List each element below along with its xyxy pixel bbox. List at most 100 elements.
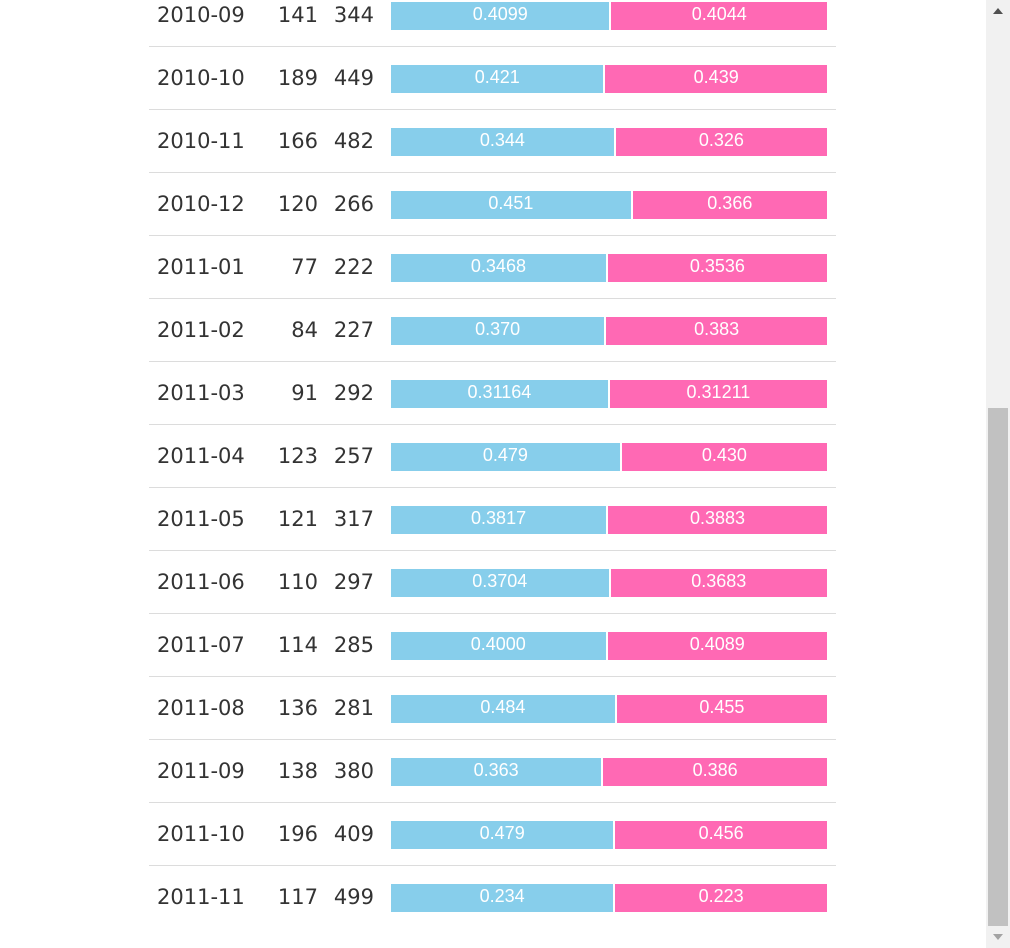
bar-segment-b: 0.4089 xyxy=(606,632,827,660)
bar-segment-a: 0.479 xyxy=(391,443,621,471)
scroll-up-arrow-icon[interactable] xyxy=(986,0,1010,22)
month-label: 2011-06 xyxy=(157,570,245,594)
count-value-2: 449 xyxy=(333,66,374,90)
count-value-1: 117 xyxy=(277,885,318,909)
count-value-1: 166 xyxy=(277,129,318,153)
count-value-2: 227 xyxy=(333,318,374,342)
bar-segment-b: 0.456 xyxy=(614,821,827,849)
month-label: 2011-07 xyxy=(157,633,245,657)
data-table: 2010-09 141 344 0.4099 0.4044 2010-10 189 449 0.… xyxy=(149,0,836,928)
count-value-1: 110 xyxy=(277,570,318,594)
bar-segment-a: 0.421 xyxy=(391,65,605,93)
count-value-1: 91 xyxy=(291,381,318,405)
table-row: 2011-11 117 499 0.234 0.223 xyxy=(149,866,836,928)
ratio-bar: 0.363 0.386 xyxy=(391,758,827,786)
count-value-2: 409 xyxy=(333,822,374,846)
table-row: 2011-10 196 409 0.479 0.456 xyxy=(149,803,836,866)
bar-segment-b: 0.383 xyxy=(605,317,827,345)
bar-segment-b: 0.430 xyxy=(620,443,827,471)
month-label: 2010-11 xyxy=(157,129,245,153)
bar-segment-b: 0.3536 xyxy=(606,254,827,282)
month-label: 2010-09 xyxy=(157,3,245,27)
bar-segment-a: 0.3817 xyxy=(391,506,608,534)
count-value-2: 380 xyxy=(333,759,374,783)
count-value-2: 266 xyxy=(333,192,374,216)
table-row: 2011-01 77 222 0.3468 0.3536 xyxy=(149,236,836,299)
month-label: 2011-09 xyxy=(157,759,245,783)
table-row: 2011-08 136 281 0.484 0.455 xyxy=(149,677,836,740)
count-value-2: 499 xyxy=(333,885,374,909)
count-value-2: 292 xyxy=(333,381,374,405)
bar-segment-a: 0.4099 xyxy=(391,2,611,30)
table-row: 2011-03 91 292 0.31164 0.31211 xyxy=(149,362,836,425)
bar-segment-b: 0.223 xyxy=(614,884,827,912)
scroll-thumb[interactable] xyxy=(988,408,1008,926)
count-value-1: 114 xyxy=(277,633,318,657)
bar-segment-b: 0.439 xyxy=(604,65,827,93)
bar-segment-a: 0.344 xyxy=(391,128,615,156)
ratio-bar: 0.3468 0.3536 xyxy=(391,254,827,282)
vertical-scrollbar[interactable] xyxy=(986,0,1010,948)
count-value-1: 141 xyxy=(277,3,318,27)
ratio-bar: 0.484 0.455 xyxy=(391,695,827,723)
bar-segment-b: 0.326 xyxy=(614,128,827,156)
count-value-2: 482 xyxy=(333,129,374,153)
table-row: 2010-09 141 344 0.4099 0.4044 xyxy=(149,0,836,47)
ratio-bar: 0.4000 0.4089 xyxy=(391,632,827,660)
month-label: 2011-01 xyxy=(157,255,245,279)
count-value-2: 257 xyxy=(333,444,374,468)
month-label: 2011-03 xyxy=(157,381,245,405)
bar-segment-a: 0.234 xyxy=(391,884,615,912)
bar-segment-b: 0.3883 xyxy=(607,506,827,534)
count-value-1: 121 xyxy=(277,507,318,531)
table-row: 2011-05 121 317 0.3817 0.3883 xyxy=(149,488,836,551)
month-label: 2011-05 xyxy=(157,507,245,531)
table-row: 2011-04 123 257 0.479 0.430 xyxy=(149,425,836,488)
month-label: 2011-08 xyxy=(157,696,245,720)
count-value-1: 138 xyxy=(277,759,318,783)
count-value-1: 196 xyxy=(277,822,318,846)
ratio-bar: 0.479 0.430 xyxy=(391,443,827,471)
count-value-1: 84 xyxy=(291,318,318,342)
bar-segment-b: 0.31211 xyxy=(608,380,827,408)
bar-segment-b: 0.3683 xyxy=(609,569,827,597)
ratio-bar: 0.4099 0.4044 xyxy=(391,2,827,30)
count-value-2: 285 xyxy=(333,633,374,657)
month-label: 2011-04 xyxy=(157,444,245,468)
month-label: 2011-11 xyxy=(157,885,245,909)
ratio-bar: 0.479 0.456 xyxy=(391,821,827,849)
count-value-1: 77 xyxy=(291,255,318,279)
ratio-bar: 0.234 0.223 xyxy=(391,884,827,912)
ratio-bar: 0.451 0.366 xyxy=(391,191,827,219)
bar-segment-a: 0.451 xyxy=(391,191,632,219)
month-label: 2011-02 xyxy=(157,318,245,342)
count-value-2: 344 xyxy=(333,3,374,27)
bar-segment-a: 0.479 xyxy=(391,821,615,849)
table-row: 2011-07 114 285 0.4000 0.4089 xyxy=(149,614,836,677)
count-value-1: 189 xyxy=(277,66,318,90)
table-row: 2010-10 189 449 0.421 0.439 xyxy=(149,47,836,110)
count-value-2: 317 xyxy=(333,507,374,531)
table-row: 2010-12 120 266 0.451 0.366 xyxy=(149,173,836,236)
bar-segment-b: 0.455 xyxy=(615,695,827,723)
table-row: 2011-02 84 227 0.370 0.383 xyxy=(149,299,836,362)
bar-segment-b: 0.4044 xyxy=(610,2,827,30)
count-value-1: 120 xyxy=(277,192,318,216)
table-row: 2010-11 166 482 0.344 0.326 xyxy=(149,110,836,173)
month-label: 2011-10 xyxy=(157,822,245,846)
bar-segment-a: 0.370 xyxy=(391,317,606,345)
bar-segment-a: 0.484 xyxy=(391,695,616,723)
ratio-bar: 0.344 0.326 xyxy=(391,128,827,156)
ratio-bar: 0.370 0.383 xyxy=(391,317,827,345)
count-value-2: 281 xyxy=(333,696,374,720)
count-value-2: 222 xyxy=(333,255,374,279)
count-value-2: 297 xyxy=(333,570,374,594)
ratio-bar: 0.3704 0.3683 xyxy=(391,569,827,597)
bar-segment-a: 0.363 xyxy=(391,758,603,786)
bar-segment-a: 0.31164 xyxy=(391,380,609,408)
month-label: 2010-10 xyxy=(157,66,245,90)
bar-segment-a: 0.3704 xyxy=(391,569,610,597)
scroll-down-arrow-icon[interactable] xyxy=(986,926,1010,948)
bar-segment-a: 0.4000 xyxy=(391,632,607,660)
bar-segment-b: 0.366 xyxy=(631,191,827,219)
